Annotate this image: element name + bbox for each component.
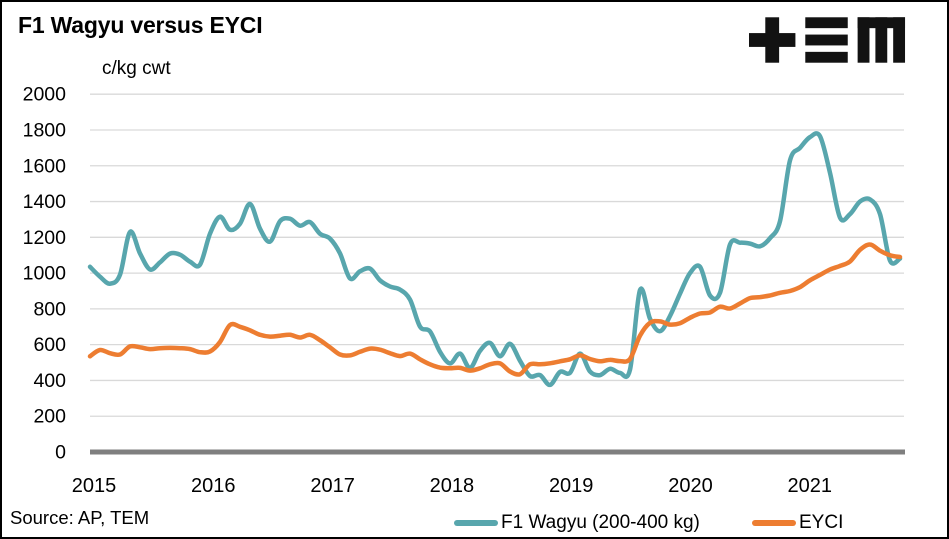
y-axis-tick-label: 200 [33, 406, 66, 428]
x-axis-tick-label: 2015 [72, 475, 117, 497]
source-note: Source: AP, TEM [10, 507, 150, 528]
y-axis-tick-label: 2000 [23, 84, 67, 106]
legend-item-eyci: EYCI [752, 512, 843, 534]
y-axis-tick-label: 400 [33, 370, 66, 392]
x-axis-tick-label: 2017 [310, 475, 355, 497]
y-axis-tick-label: 1400 [23, 191, 67, 213]
x-axis-tick-label: 2019 [549, 475, 594, 497]
x-axis-tick-label: 2021 [788, 475, 833, 497]
y-axis-tick-label: 800 [33, 298, 66, 320]
legend-label-eyci: EYCI [799, 512, 844, 533]
y-axis-tick-label: 1200 [23, 227, 67, 249]
x-axis-tick-label: 2018 [430, 475, 475, 497]
legend-item-f1-wagyu: F1 Wagyu (200-400 kg) [454, 512, 700, 534]
tem-logo [749, 17, 906, 63]
logo-m-glyph [857, 17, 906, 63]
eyci-line-swatch [752, 520, 796, 526]
eyci-line [87, 242, 903, 377]
f1-wagyu-line-swatch [454, 520, 498, 526]
y-axis-unit-label: c/kg cwt [102, 58, 171, 79]
y-axis-tick-label: 1800 [23, 119, 67, 141]
f1-wagyu-200-400-kg-line [87, 131, 903, 388]
y-axis-tick-label: 1000 [23, 263, 67, 285]
x-axis-tick-label: 2016 [191, 475, 236, 497]
legend-label-f1-wagyu: F1 Wagyu (200-400 kg) [501, 512, 700, 533]
logo-plus-glyph [749, 17, 796, 63]
page-title: F1 Wagyu versus EYCI [18, 12, 263, 38]
y-axis-tick-label: 600 [33, 334, 66, 356]
y-axis-tick-label: 0 [55, 442, 66, 464]
y-axis-tick-label: 1600 [23, 155, 67, 177]
logo-bars-glyph [805, 17, 848, 63]
x-axis-tick-label: 2020 [668, 475, 713, 497]
